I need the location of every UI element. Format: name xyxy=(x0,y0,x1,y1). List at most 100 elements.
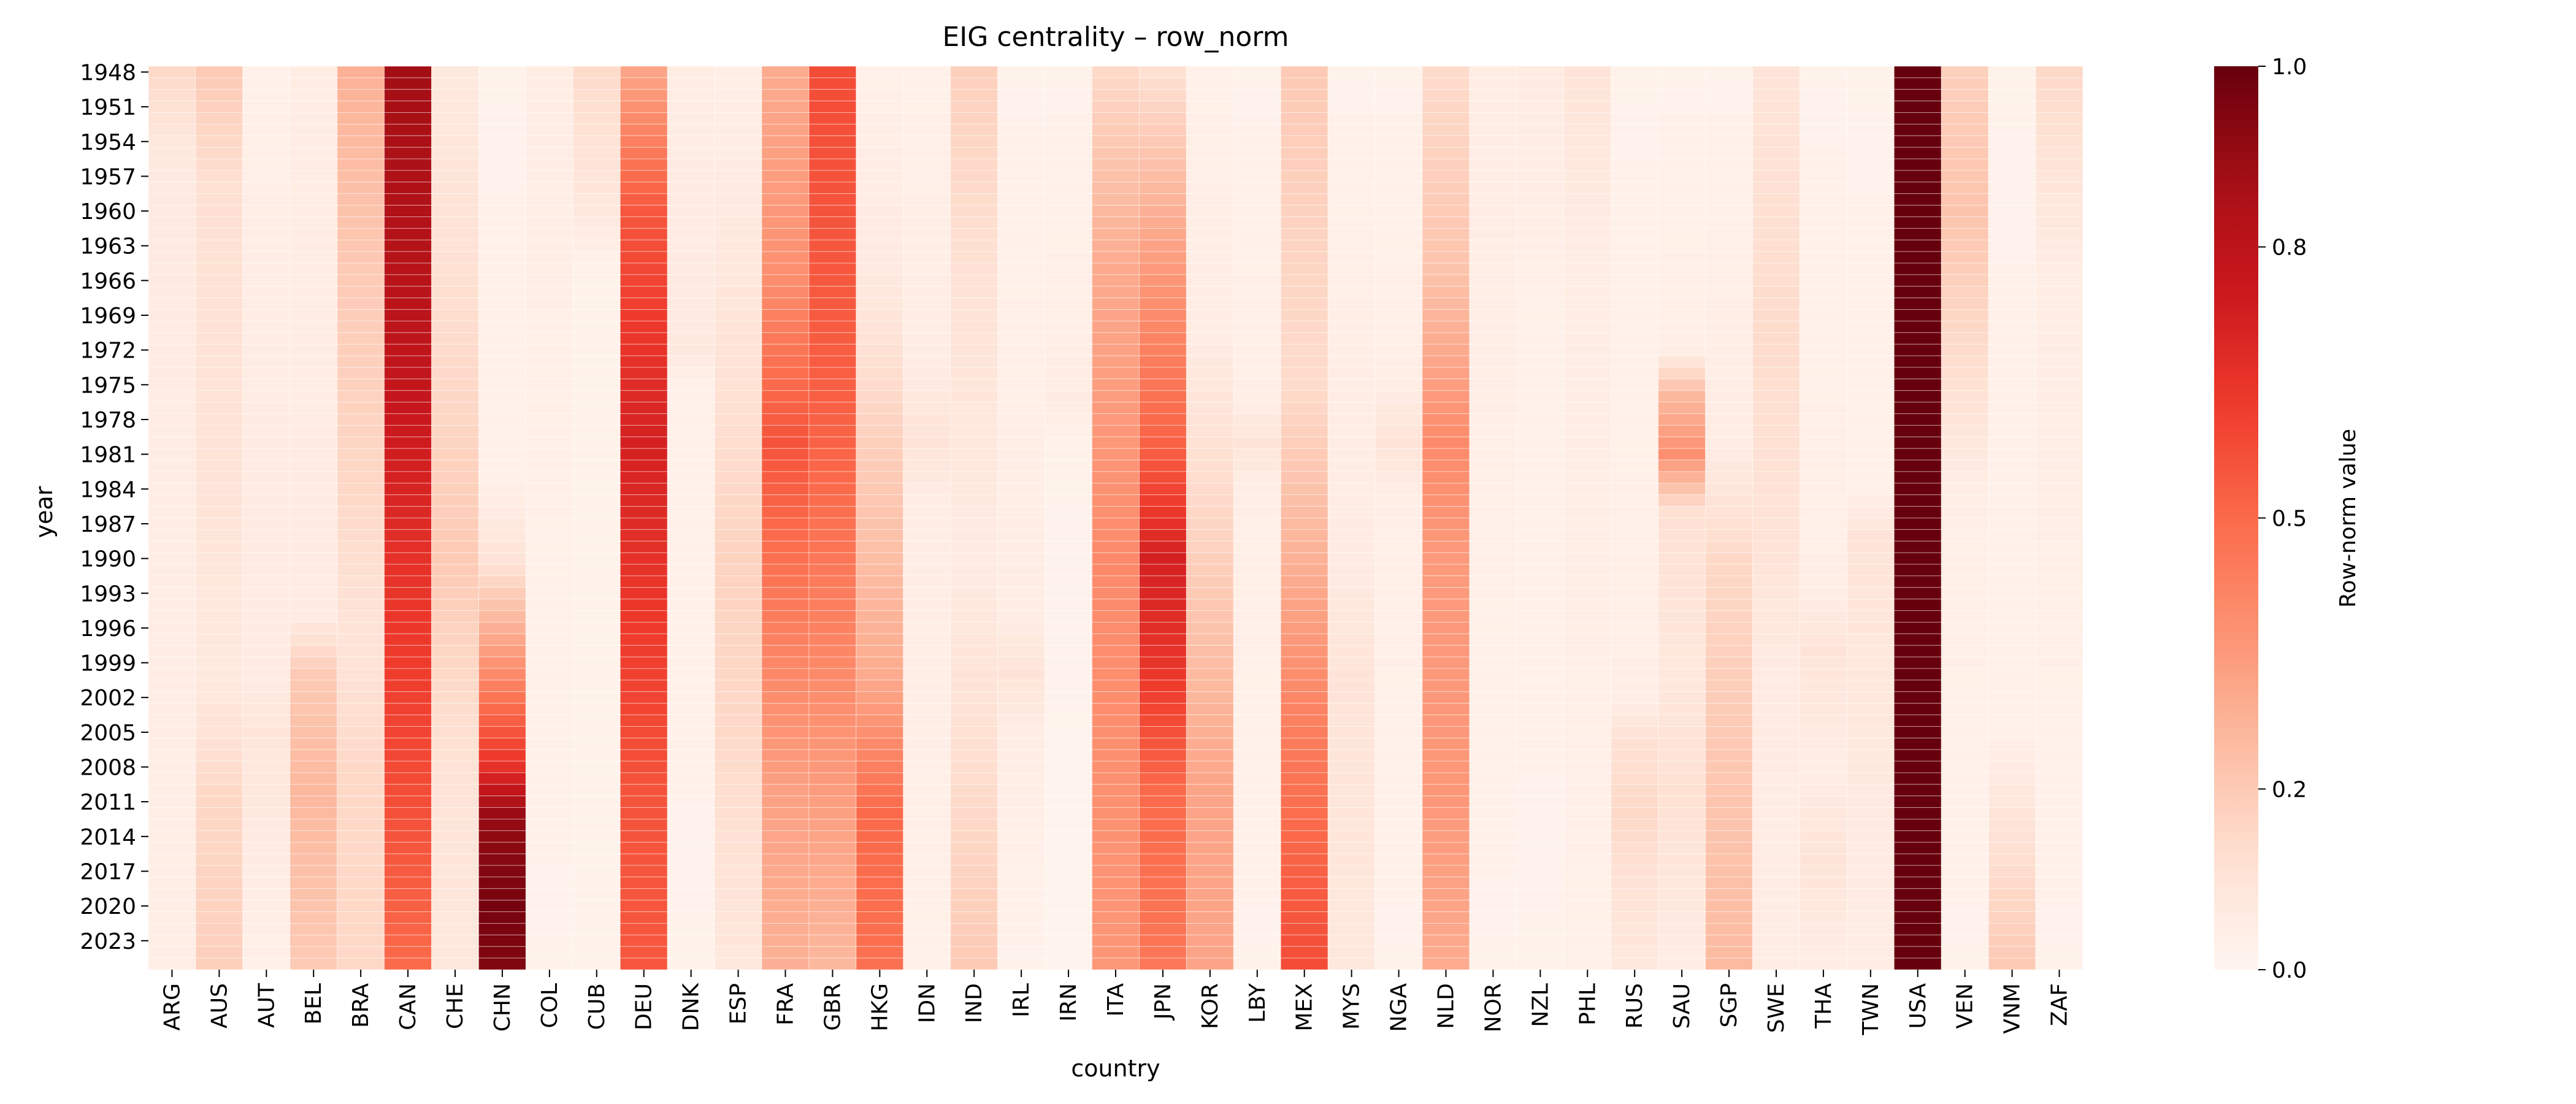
heatmap-cell xyxy=(1893,934,1942,947)
heatmap-cell xyxy=(1611,205,1659,217)
heatmap-cell xyxy=(1846,332,1895,345)
heatmap-cell xyxy=(1045,494,1093,507)
heatmap-cell xyxy=(1374,286,1423,299)
heatmap-cell xyxy=(148,900,196,913)
heatmap-cell xyxy=(1846,518,1895,530)
heatmap-cell xyxy=(1799,378,1847,391)
heatmap-cell xyxy=(808,193,857,206)
heatmap-cell xyxy=(997,749,1046,762)
heatmap-cell xyxy=(525,610,573,623)
heatmap-cell xyxy=(2035,101,2083,113)
heatmap-cell xyxy=(667,888,715,901)
heatmap-cell xyxy=(1327,876,1376,889)
heatmap-cell xyxy=(384,355,432,368)
heatmap-cell xyxy=(761,795,810,808)
heatmap-cell xyxy=(337,552,385,565)
heatmap-cell xyxy=(714,123,762,136)
heatmap-cell xyxy=(525,680,573,692)
heatmap-cell xyxy=(1611,865,1659,878)
heatmap-cell xyxy=(525,251,573,264)
heatmap-cell xyxy=(997,89,1046,102)
heatmap-cell xyxy=(1186,599,1234,611)
heatmap-cell xyxy=(714,182,762,194)
heatmap-cell xyxy=(1941,957,1989,970)
heatmap-cell xyxy=(1280,633,1328,646)
heatmap-cell xyxy=(384,112,432,125)
heatmap-cell xyxy=(761,239,810,252)
heatmap-cell xyxy=(1327,494,1376,507)
heatmap-cell xyxy=(1186,633,1234,646)
heatmap-cell xyxy=(1563,691,1612,704)
heatmap-cell xyxy=(903,402,951,415)
heatmap-cell xyxy=(1469,645,1517,657)
heatmap-cell xyxy=(808,911,857,924)
heatmap-cell xyxy=(714,621,762,634)
country-tick-label: IDN xyxy=(914,983,940,1023)
heatmap-cell xyxy=(1233,263,1281,275)
heatmap-cell xyxy=(1422,749,1470,762)
heatmap-cell xyxy=(1233,900,1281,913)
heatmap-cell xyxy=(1045,587,1093,600)
heatmap-cell xyxy=(1516,645,1565,657)
heatmap-cell xyxy=(1327,888,1376,901)
heatmap-cell xyxy=(1893,518,1942,530)
heatmap-cell xyxy=(1941,402,1989,415)
heatmap-cell xyxy=(1705,77,1754,90)
heatmap-cell xyxy=(572,599,621,611)
heatmap-cell xyxy=(1705,158,1754,171)
heatmap-cell xyxy=(1422,367,1470,380)
heatmap-cell xyxy=(761,819,810,831)
heatmap-cell xyxy=(242,228,291,240)
heatmap-cell xyxy=(856,680,904,692)
heatmap-cell xyxy=(1186,529,1234,542)
heatmap-cell xyxy=(478,123,526,136)
heatmap-cell xyxy=(572,355,621,368)
heatmap-cell xyxy=(478,147,526,159)
heatmap-cell xyxy=(1799,587,1847,600)
heatmap-cell xyxy=(1611,761,1659,773)
heatmap-cell xyxy=(431,424,479,437)
country-tick-label: MYS xyxy=(1340,983,1365,1030)
heatmap-cell xyxy=(1280,77,1328,90)
heatmap-cell xyxy=(384,123,432,136)
heatmap-cell xyxy=(1658,680,1706,692)
heatmap-cell xyxy=(289,170,338,183)
heatmap-cell xyxy=(525,876,573,889)
heatmap-cell xyxy=(1893,853,1942,866)
heatmap-cell xyxy=(1752,621,1800,634)
heatmap-cell xyxy=(1092,228,1140,240)
heatmap-cell xyxy=(619,413,668,426)
heatmap-cell xyxy=(1988,217,2036,229)
heatmap-cell xyxy=(1846,239,1895,252)
heatmap-cell xyxy=(808,888,857,901)
heatmap-cell xyxy=(1799,564,1847,577)
heatmap-cell xyxy=(1092,135,1140,148)
heatmap-cell xyxy=(337,599,385,611)
heatmap-cell xyxy=(1045,761,1093,773)
heatmap-cell xyxy=(289,77,338,90)
heatmap-cell xyxy=(808,228,857,240)
heatmap-cell xyxy=(1658,957,1706,970)
heatmap-cell xyxy=(856,819,904,831)
heatmap-cell xyxy=(667,575,715,588)
heatmap-cell xyxy=(242,309,291,321)
heatmap-cell xyxy=(1374,378,1423,391)
heatmap-cell xyxy=(1563,841,1612,854)
heatmap-cell xyxy=(1422,680,1470,692)
heatmap-cell xyxy=(1988,656,2036,669)
heatmap-cell xyxy=(1752,772,1800,785)
heatmap-cell xyxy=(997,135,1046,148)
heatmap-cell xyxy=(808,621,857,634)
heatmap-cell xyxy=(1563,89,1612,102)
heatmap-cell xyxy=(1045,367,1093,380)
heatmap-cell xyxy=(1327,77,1376,90)
heatmap-cell xyxy=(1563,922,1612,935)
heatmap-cell xyxy=(667,784,715,797)
heatmap-cell xyxy=(903,737,951,750)
heatmap-cell xyxy=(1752,911,1800,924)
heatmap-cell xyxy=(997,332,1046,345)
heatmap-cell xyxy=(761,424,810,437)
heatmap-cell xyxy=(1705,436,1754,449)
heatmap-cell xyxy=(1752,205,1800,217)
heatmap-cell xyxy=(1658,610,1706,623)
